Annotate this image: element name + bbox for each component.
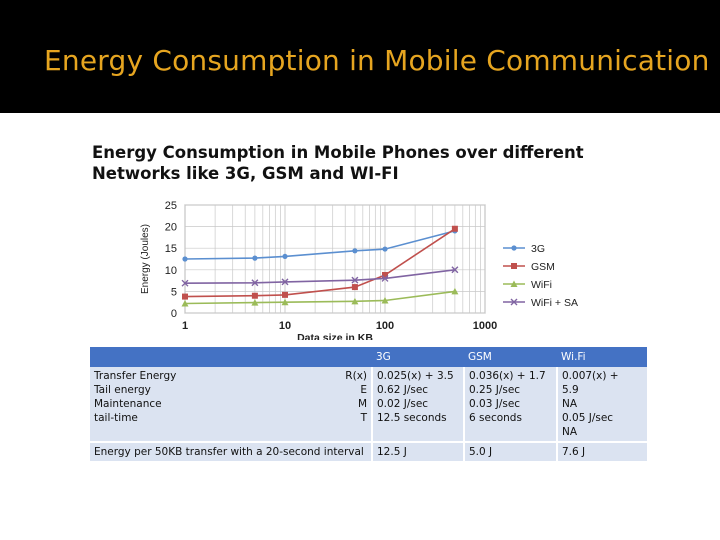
data-point [351,276,359,284]
data-point [451,266,459,274]
energy-parameter-table: 3G GSM Wi.Fi Transfer Energy Tail energy… [90,347,647,461]
chart-heading-line-2: Networks like 3G, GSM and WI-FI [92,164,399,183]
parameter-symbols-cell: R(x) E M T [330,367,372,442]
value-gsm: 0.03 J/sec [469,398,521,410]
parameter-wifi-cell: 0.007(x) + 5.9 NA 0.05 J/sec NA [556,367,647,442]
data-point [281,298,289,306]
data-point [352,248,358,254]
series-line [184,230,456,260]
table-header-gsm: GSM [464,347,557,367]
legend-marker [510,298,518,306]
data-point [252,255,258,261]
legend-label: WiFi + SA [531,297,578,309]
value-3g: 0.025(x) + 3.5 [377,370,454,382]
param-label: tail-time [94,412,138,424]
param-label: Transfer Energy [94,370,177,382]
data-point [251,279,259,287]
value-wifi: NA [562,426,578,438]
data-point [451,225,458,232]
table-header-3g: 3G [372,347,464,367]
param-symbol: M [357,398,367,410]
y-tick-label: 25 [165,200,177,212]
value-wifi: 0.05 J/sec [562,412,614,424]
legend-marker [511,245,517,251]
data-point [182,256,188,262]
chart-heading: Energy Consumption in Mobile Phones over… [92,142,652,184]
y-tick-label: 5 [171,286,177,298]
legend-label: WiFi [531,279,552,291]
x-tick-label: 1000 [473,320,497,332]
y-tick-label: 20 [165,222,177,234]
param-symbol: T [360,412,367,424]
y-tick-label: 10 [165,265,177,277]
data-point [251,299,259,306]
parameter-3g-cell: 0.025(x) + 3.5 0.62 J/sec 0.02 J/sec 12.… [371,367,464,442]
legend-label: 3G [531,243,545,255]
value-wifi: NA [562,398,578,410]
param-label: Tail energy [94,384,151,396]
param-symbol: R(x) [345,370,367,382]
y-tick-label: 0 [171,308,177,320]
value-3g: 12.5 seconds [377,412,447,424]
data-point [181,299,189,307]
data-point [351,284,358,291]
data-point [381,274,389,282]
data-point [281,278,289,286]
data-point [251,292,258,299]
energy-per-transfer-3g: 12.5 J [371,441,464,461]
y-tick-label: 15 [165,243,177,255]
chart-heading-line-1: Energy Consumption in Mobile Phones over… [92,143,584,162]
series-line [184,290,456,305]
table-row-parameters: Transfer Energy Tail energy Maintenance … [90,367,647,442]
slide-title: Energy Consumption in Mobile Communicati… [44,44,710,77]
data-point [282,291,288,298]
value-3g: 0.02 J/sec [377,398,429,410]
series-line [184,269,455,284]
data-point [181,279,189,287]
series-line [184,228,456,298]
energy-per-transfer-label: Energy per 50KB transfer with a 20-secon… [90,441,372,461]
table-row-energy-per-transfer: Energy per 50KB transfer with a 20-secon… [90,441,647,461]
parameter-labels-cell: Transfer Energy Tail energy Maintenance … [90,367,330,442]
energy-per-transfer-wifi: 7.6 J [556,441,647,461]
table-header-blank-2 [330,347,372,367]
data-point [182,293,188,300]
legend-marker [511,263,517,269]
energy-per-transfer-gsm: 5.0 J [463,441,557,461]
table-header-row: 3G GSM Wi.Fi [90,347,647,367]
legend-label: GSM [531,261,555,273]
value-gsm: 0.25 J/sec [469,384,521,396]
x-tick-label: 1 [182,320,188,332]
value-gsm: 6 seconds [469,412,522,424]
table-header-wifi: Wi.Fi [557,347,647,367]
value-wifi: 0.007(x) + [562,370,619,382]
value-gsm: 0.036(x) + 1.7 [469,370,546,382]
param-symbol: E [360,384,367,396]
data-point [351,297,359,305]
title-bar: Energy Consumption in Mobile Communicati… [0,0,720,113]
data-point [382,271,388,278]
legend-marker [510,280,518,287]
value-3g: 0.62 J/sec [377,384,429,396]
data-point [381,296,389,304]
table-header-blank-1 [90,347,330,367]
y-axis-label: Energy (Joules) [140,224,151,294]
data-point [451,287,459,295]
energy-line-chart: 0 5 10 15 20 25 1 10 100 1000 Data size in KB Energ… [140,200,578,340]
parameter-gsm-cell: 0.036(x) + 1.7 0.25 J/sec 0.03 J/sec 6 s… [463,367,557,442]
x-axis-label: Data size in KB [297,332,373,340]
param-label: Maintenance [94,398,162,410]
data-point [382,246,388,252]
x-tick-label: 100 [376,320,394,332]
data-point [282,253,288,260]
x-tick-label: 10 [279,320,291,332]
value-wifi: 5.9 [562,384,579,396]
